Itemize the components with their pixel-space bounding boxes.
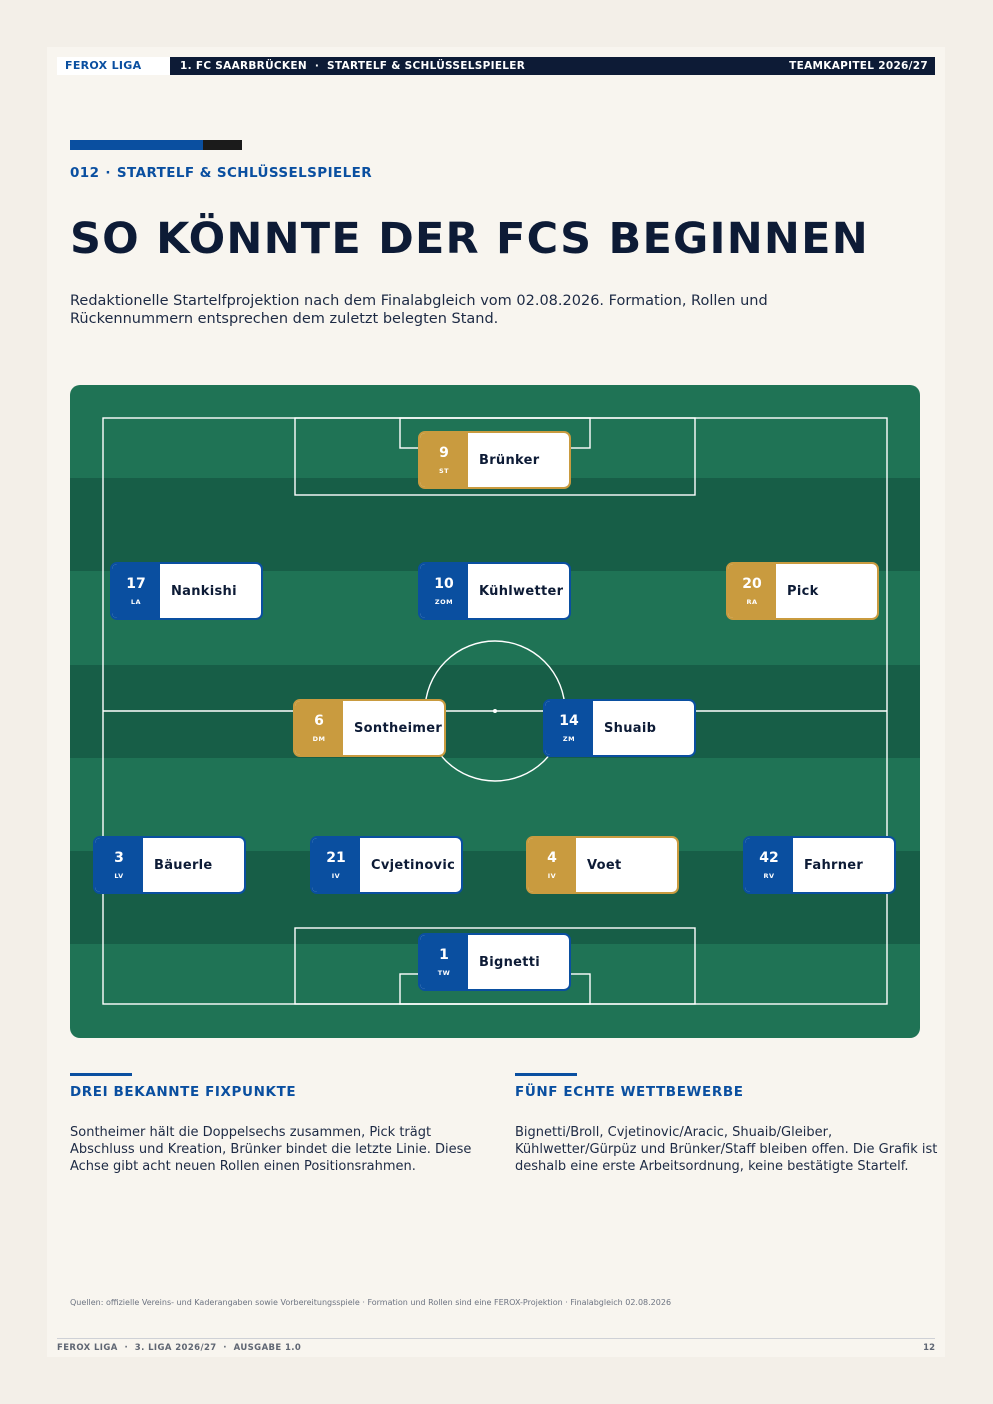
page-title: SO KÖNNTE DER FCS BEGINNEN: [70, 214, 869, 264]
player-number: 6: [314, 713, 324, 729]
player-position: RA: [746, 598, 758, 606]
player-number-badge: 4 IV: [528, 838, 576, 892]
player-number-badge: 21 IV: [312, 838, 360, 892]
section-label: STARTELF & SCHLÜSSELSPIELER: [116, 165, 373, 181]
column-heading: FÜNF ECHTE WETTBEWERBE: [515, 1084, 744, 1100]
player-number: 10: [434, 576, 454, 592]
player-name: Voet: [587, 857, 622, 873]
player-card-tw: 1 TW Bignetti: [418, 933, 571, 991]
player-number-badge: 17 LA: [112, 564, 160, 618]
player-card-iv-right: 4 IV Voet: [526, 836, 679, 894]
player-position: ST: [438, 467, 450, 475]
player-number-badge: 20 RA: [728, 564, 776, 618]
intro-text: Redaktionelle Startelfprojektion nach de…: [70, 293, 768, 327]
column-heading: DREI BEKANNTE FIXPUNKTE: [70, 1084, 297, 1100]
player-number-badge: 42 RV: [745, 838, 793, 892]
page-number: 12: [923, 1343, 935, 1353]
player-number-badge: 3 LV: [95, 838, 143, 892]
player-number: 17: [126, 576, 146, 592]
player-position: LV: [114, 872, 124, 880]
column-rule: [70, 1073, 132, 1076]
player-card-lv: 3 LV Bäuerle: [93, 836, 246, 894]
player-name: Cvjetinovic: [371, 857, 456, 873]
player-number: 3: [114, 850, 124, 866]
player-name: Kühlwetter: [479, 583, 564, 599]
pitch-stripe: [70, 478, 920, 571]
player-number: 1: [439, 947, 449, 963]
column-text: Sontheimer hält die Doppelsechs zusammen…: [70, 1125, 472, 1174]
player-name: Bäuerle: [154, 857, 213, 873]
center-spot: [493, 709, 497, 713]
player-number: 14: [559, 713, 579, 729]
header-bar: 1. FC SAARBRÜCKEN · STARTELF & SCHLÜSSEL…: [170, 57, 935, 75]
header-chapter: TEAMKAPITEL 2026/27: [789, 60, 928, 72]
player-card-zm: 14 ZM Shuaib: [543, 699, 696, 757]
player-card-la: 17 LA Nankishi: [110, 562, 263, 620]
player-name: Sontheimer: [354, 720, 443, 736]
player-card-iv-left: 21 IV Cvjetinovic: [310, 836, 463, 894]
player-position: IV: [547, 872, 557, 880]
header-breadcrumb: 1. FC SAARBRÜCKEN · STARTELF & SCHLÜSSEL…: [180, 60, 526, 72]
formation-pitch: 9 ST Brünker 17 LA Nankishi 10 ZOM Kühlwett…: [70, 385, 920, 1038]
player-position: ZOM: [434, 598, 454, 606]
player-position: TW: [437, 969, 451, 977]
player-number: 9: [439, 445, 449, 461]
player-name: Fahrner: [804, 857, 864, 873]
player-position: ZM: [562, 735, 576, 743]
section-kicker: 012 · STARTELF & SCHLÜSSELSPIELER: [70, 165, 372, 181]
player-number-badge: 1 TW: [420, 935, 468, 989]
header-section: STARTELF & SCHLÜSSELSPIELER: [327, 60, 526, 72]
column-rule: [515, 1073, 577, 1076]
header-club: 1. FC SAARBRÜCKEN: [180, 60, 307, 72]
player-number: 20: [742, 576, 762, 592]
player-number: 4: [547, 850, 557, 866]
player-number-badge: 10 ZOM: [420, 564, 468, 618]
footer-divider: [57, 1338, 935, 1339]
player-position: IV: [331, 872, 341, 880]
player-name: Bignetti: [479, 954, 541, 970]
accent-bar-dark: [203, 140, 242, 150]
section-number: 012: [70, 165, 100, 181]
player-number-badge: 6 DM: [295, 701, 343, 755]
player-card-st: 9 ST Brünker: [418, 431, 571, 489]
column-text: Bignetti/Broll, Cvjetinovic/Aracic, Shua…: [515, 1125, 938, 1174]
brand-label: FEROX LIGA: [57, 57, 170, 75]
info-column-competitions: FÜNF ECHTE WETTBEWERBE Bignetti/Broll, C…: [515, 1073, 940, 1175]
player-card-ra: 20 RA Pick: [726, 562, 879, 620]
player-position: LA: [130, 598, 142, 606]
player-position: RV: [763, 872, 775, 880]
player-name: Nankishi: [171, 583, 237, 599]
player-name: Pick: [787, 583, 819, 599]
footer-meta: FEROX LIGA · 3. LIGA 2026/27 · AUSGABE 1…: [57, 1343, 302, 1353]
kicker-separator: ·: [105, 165, 111, 181]
sources-note: Quellen: offizielle Vereins- und Kaderan…: [70, 1298, 672, 1307]
player-card-zom: 10 ZOM Kühlwetter: [418, 562, 571, 620]
player-card-dm: 6 DM Sontheimer: [293, 699, 446, 757]
player-card-rv: 42 RV Fahrner: [743, 836, 896, 894]
player-number-badge: 9 ST: [420, 433, 468, 487]
player-name: Brünker: [479, 452, 540, 468]
player-name: Shuaib: [604, 720, 657, 736]
player-number: 21: [326, 850, 346, 866]
player-number-badge: 14 ZM: [545, 701, 593, 755]
player-number: 42: [759, 850, 779, 866]
info-column-fixpoints: DREI BEKANNTE FIXPUNKTE Sontheimer hält …: [70, 1073, 495, 1175]
player-position: DM: [312, 735, 326, 743]
accent-bar-blue: [70, 140, 203, 150]
